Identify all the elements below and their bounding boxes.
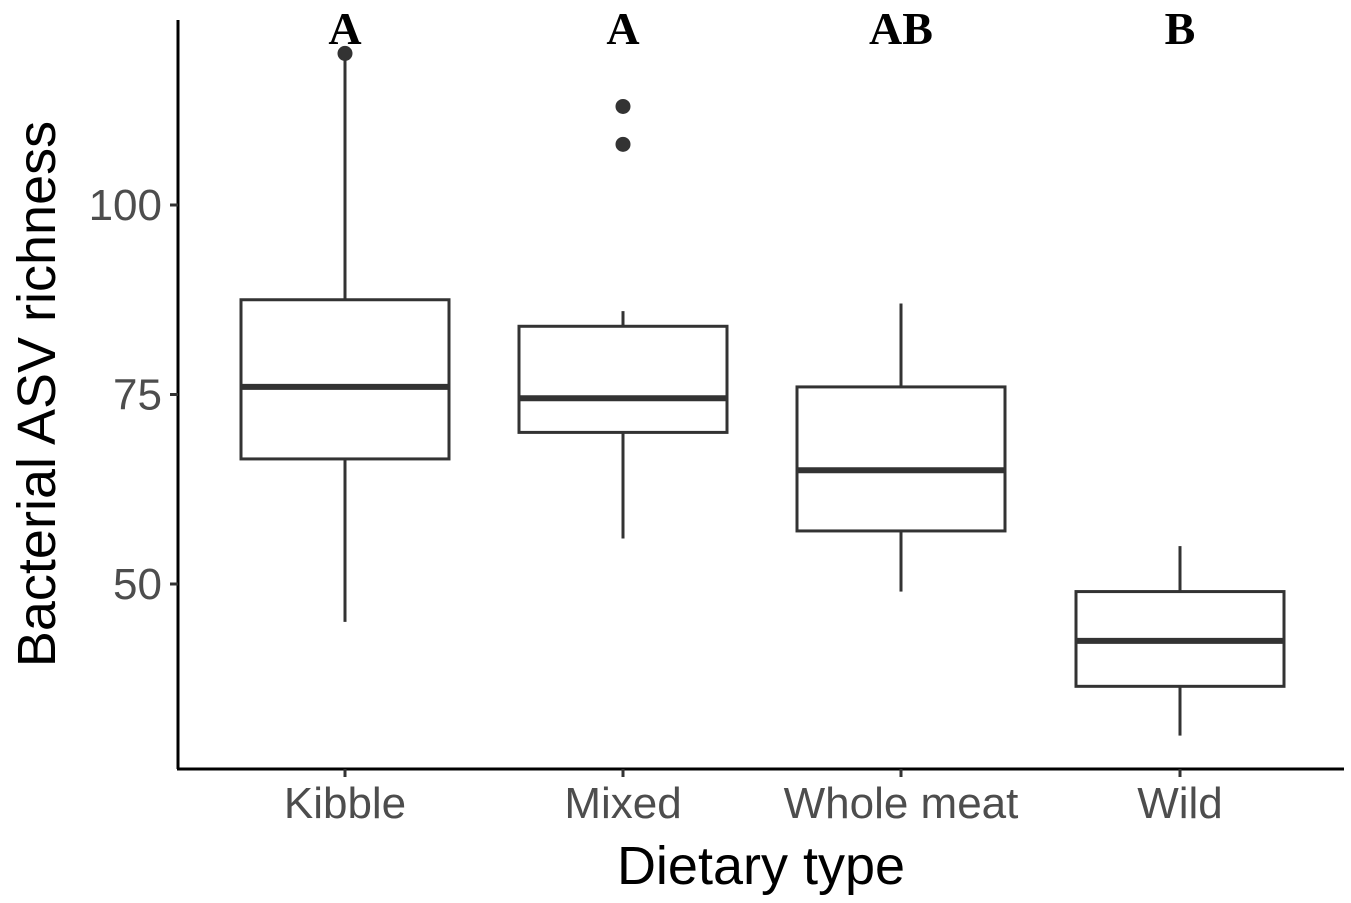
- outlier-point-mixed-0: [615, 98, 631, 114]
- significance-label-whole-meat: AB: [869, 3, 933, 54]
- x-tick-label-kibble: Kibble: [284, 779, 406, 828]
- y-axis-title: Bacterial ASV richness: [7, 121, 67, 667]
- box-kibble: [239, 298, 451, 461]
- box-whole-meat: [795, 385, 1007, 533]
- outlier-point-kibble-0: [337, 45, 353, 61]
- box-group-kibble: A: [239, 3, 451, 622]
- x-axis-title: Dietary type: [617, 836, 905, 896]
- plot-area: A A AB B: [239, 3, 1286, 736]
- significance-label-mixed: A: [606, 3, 639, 54]
- y-ticks: 50 75 100: [89, 181, 178, 609]
- x-ticks: Kibble Mixed Whole meat Wild: [284, 769, 1223, 828]
- box-mixed: [517, 324, 729, 434]
- y-tick-label-100: 100: [89, 181, 162, 230]
- x-tick-label-mixed: Mixed: [564, 779, 681, 828]
- box-group-whole-meat: AB: [795, 3, 1007, 592]
- box-group-wild: B: [1074, 3, 1286, 736]
- x-tick-label-whole-meat: Whole meat: [784, 779, 1019, 828]
- box-group-mixed: A: [517, 3, 729, 539]
- significance-label-kibble: A: [328, 3, 361, 54]
- outlier-point-mixed-1: [615, 136, 631, 152]
- y-tick-label-50: 50: [113, 560, 162, 609]
- x-tick-label-wild: Wild: [1137, 779, 1223, 828]
- y-tick-label-75: 75: [113, 371, 162, 420]
- significance-label-wild: B: [1165, 3, 1196, 54]
